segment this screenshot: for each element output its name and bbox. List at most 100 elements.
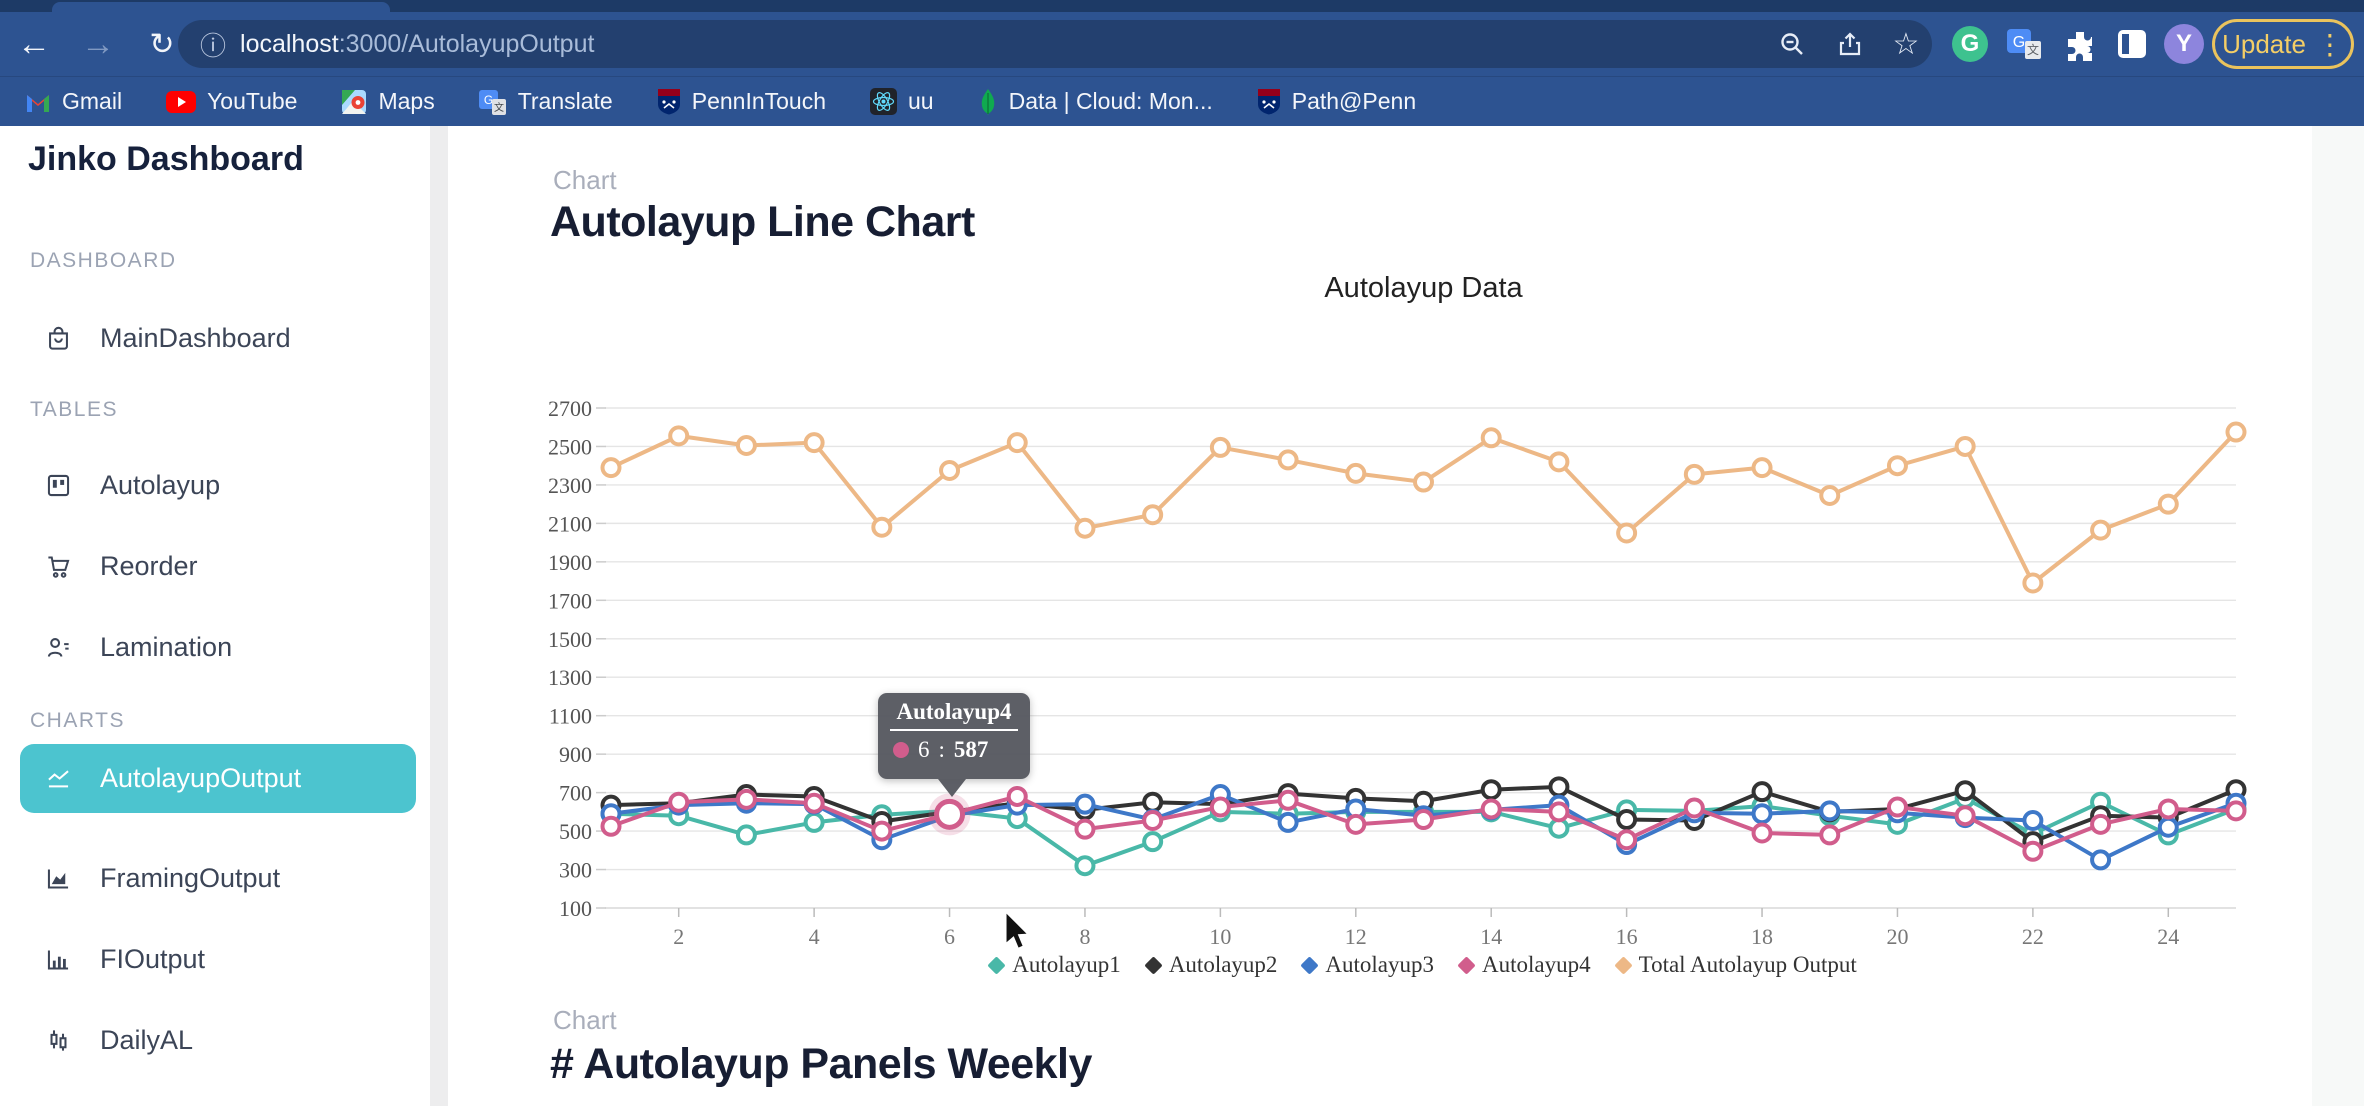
data-point[interactable] [1074, 517, 1096, 539]
extensions-puzzle-icon[interactable] [2060, 24, 2100, 64]
update-button[interactable]: Update ⋮ [2212, 19, 2354, 69]
data-point[interactable] [1074, 818, 1096, 840]
profile-avatar[interactable]: Y [2164, 24, 2204, 64]
sidebar-item-reorder[interactable]: Reorder [0, 538, 430, 594]
bookmark-item[interactable]: PennInTouch [657, 88, 826, 115]
reload-button[interactable]: ↻ [149, 27, 175, 61]
sidebar-item-autolayupoutput[interactable]: AutolayupOutput [20, 744, 416, 813]
data-point[interactable] [668, 425, 690, 447]
back-button[interactable]: ← [17, 24, 51, 63]
legend-item-Autolayup1[interactable]: Autolayup1 [987, 952, 1121, 978]
data-point[interactable] [871, 820, 893, 842]
data-point[interactable] [2225, 800, 2247, 822]
data-point[interactable] [2090, 519, 2112, 541]
data-point[interactable] [668, 791, 690, 813]
data-point[interactable] [1751, 822, 1773, 844]
data-point[interactable] [1819, 824, 1841, 846]
bookmark-item[interactable]: Gmail [25, 88, 122, 115]
data-point[interactable] [2090, 849, 2112, 871]
data-point[interactable] [1142, 810, 1164, 831]
data-point[interactable] [1683, 797, 1705, 819]
data-point[interactable] [803, 792, 825, 814]
data-point[interactable] [735, 788, 757, 810]
data-point[interactable] [735, 435, 757, 456]
data-point[interactable] [1209, 436, 1231, 458]
data-point[interactable] [1751, 781, 1773, 803]
data-point[interactable] [1548, 776, 1570, 798]
data-point[interactable] [1006, 432, 1028, 454]
data-point[interactable] [1413, 471, 1434, 493]
search-icon[interactable] [1770, 20, 1814, 68]
data-point[interactable] [2225, 421, 2247, 443]
site-info-icon[interactable]: ⓘ [200, 30, 227, 61]
data-point[interactable] [2157, 493, 2179, 515]
data-point[interactable] [600, 815, 622, 837]
data-point[interactable] [1683, 463, 1705, 485]
data-point[interactable] [1616, 522, 1638, 544]
data-point[interactable] [1616, 829, 1638, 851]
sidebar-item-dailyal[interactable]: DailyAL [0, 1012, 430, 1068]
data-point[interactable] [1548, 451, 1570, 473]
data-point[interactable] [2022, 810, 2044, 831]
data-point[interactable] [2157, 798, 2179, 820]
data-point[interactable] [1277, 789, 1299, 811]
data-point[interactable] [1277, 449, 1299, 471]
data-point[interactable] [600, 457, 622, 479]
data-point[interactable] [871, 516, 893, 538]
data-point[interactable] [939, 460, 961, 481]
data-point[interactable] [1954, 780, 1976, 802]
sidebar-item-lamination[interactable]: Lamination [0, 619, 430, 675]
sidebar-item-autolayup[interactable]: Autolayup [0, 457, 430, 513]
data-point[interactable] [1954, 805, 1976, 827]
bookmark-item[interactable]: Maps [341, 88, 435, 115]
data-point[interactable] [1954, 435, 1976, 457]
sidebar-item-maindashboard[interactable]: MainDashboard [0, 310, 430, 366]
bookmark-item[interactable]: Path@Penn [1257, 88, 1416, 115]
data-point[interactable] [735, 824, 757, 846]
sidebar-item-fioutput[interactable]: FIOutput [0, 931, 430, 987]
active-tab[interactable] [52, 2, 390, 12]
scrollbar-track[interactable] [2312, 126, 2364, 1106]
data-point[interactable] [2022, 840, 2044, 862]
side-panel-icon[interactable] [2112, 24, 2152, 64]
data-point[interactable] [1209, 796, 1231, 818]
data-point[interactable] [1886, 796, 1908, 818]
data-point[interactable] [1345, 462, 1367, 484]
bookmark-item[interactable]: uu [870, 88, 934, 115]
data-point[interactable] [1074, 793, 1096, 815]
data-point[interactable] [1006, 785, 1028, 807]
data-point[interactable] [1142, 831, 1164, 853]
data-point[interactable] [1480, 798, 1502, 820]
data-point[interactable] [1142, 791, 1164, 813]
data-point[interactable] [1751, 803, 1773, 825]
series-line-Total Autolayup Output[interactable] [609, 430, 2238, 585]
legend-item-Total Autolayup Output[interactable]: Total Autolayup Output [1613, 952, 1857, 978]
data-point[interactable] [1345, 813, 1367, 835]
url-text[interactable]: localhost:3000/AutolayupOutput [240, 30, 594, 59]
data-point[interactable] [1142, 504, 1164, 526]
line-chart[interactable]: 100 300 500 700 900 1100 1300 1500 1700 1900 2100 2… [500, 250, 2300, 1010]
data-point[interactable] [1819, 800, 1841, 822]
data-point[interactable] [1480, 427, 1502, 449]
data-point[interactable] [1277, 811, 1299, 833]
address-bar[interactable]: ⓘ localhost:3000/AutolayupOutput ☆ [178, 20, 1932, 68]
bookmark-item[interactable]: Data | Cloud: Mon... [978, 88, 1213, 116]
grammarly-extension-icon[interactable]: G [1950, 24, 1990, 64]
data-point[interactable] [2090, 813, 2112, 835]
data-point[interactable] [1480, 779, 1502, 801]
data-point[interactable] [1413, 809, 1434, 831]
bookmark-item[interactable]: G 文 Translate [478, 88, 613, 116]
data-point[interactable] [1548, 801, 1570, 823]
data-point[interactable] [1616, 809, 1638, 831]
browser-menu-icon[interactable]: ⋮ [2315, 28, 2344, 60]
data-point[interactable] [1819, 485, 1841, 506]
forward-button[interactable]: → [81, 24, 115, 63]
data-point[interactable] [2157, 816, 2179, 838]
sidebar-item-framingoutput[interactable]: FramingOutput [0, 850, 430, 906]
data-point[interactable] [1886, 455, 1908, 477]
data-point[interactable] [934, 798, 966, 830]
bookmark-star-icon[interactable]: ☆ [1892, 27, 1920, 61]
data-point[interactable] [803, 811, 825, 833]
legend-item-Autolayup3[interactable]: Autolayup3 [1300, 952, 1434, 978]
